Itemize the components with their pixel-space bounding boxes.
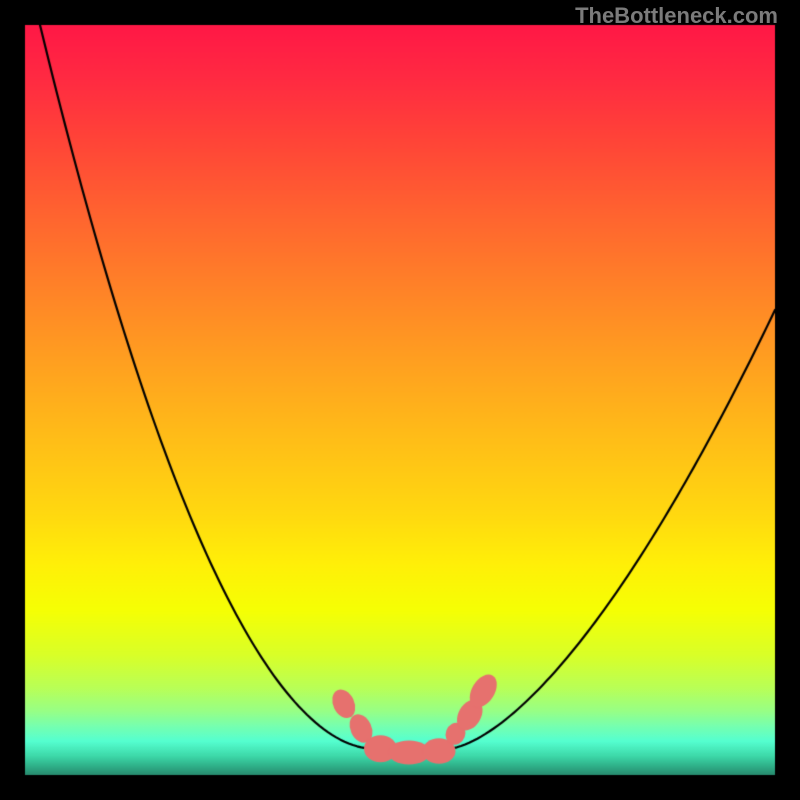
bottleneck-chart — [0, 0, 800, 800]
watermark-text: TheBottleneck.com — [575, 3, 778, 29]
